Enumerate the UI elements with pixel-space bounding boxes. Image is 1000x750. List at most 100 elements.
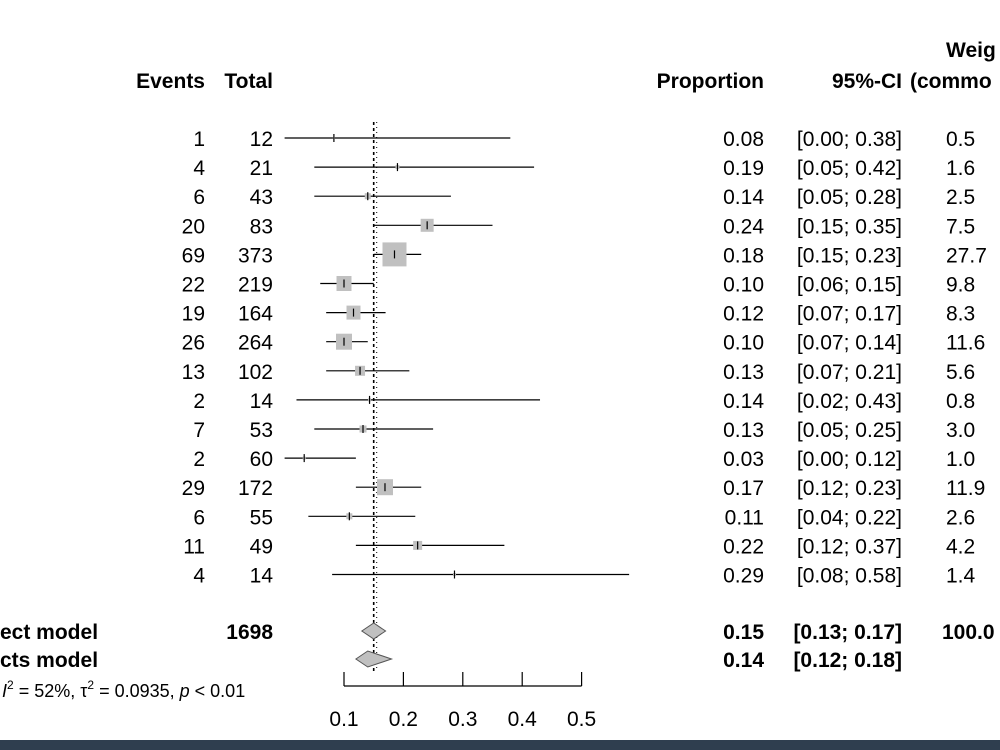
study-weight: 4.2 [946, 535, 975, 558]
study-total: 55 [250, 506, 273, 529]
study-row: 1 12 0.08 [0.00; 0.38] 0.5 [193, 128, 975, 151]
study-total: 14 [250, 565, 274, 588]
study-row: 69 373 0.18 [0.15; 0.23] 27.7 [182, 242, 987, 267]
study-total: 219 [238, 274, 273, 297]
study-events: 69 [182, 244, 205, 267]
study-ci: [0.12; 0.23] [797, 477, 902, 500]
study-total: 264 [238, 332, 273, 355]
x-tick-label: 0.3 [448, 708, 477, 731]
pooled-rows: ect model 1698 0.15 [0.13; 0.17] 100.0 cts mo… [0, 621, 995, 672]
pooled-diamond [354, 650, 394, 668]
study-proportion: 0.14 [723, 186, 764, 209]
study-ci: [0.12; 0.37] [797, 535, 902, 558]
study-events: 4 [193, 157, 205, 180]
study-total: 172 [238, 477, 273, 500]
column-headers: Weig Events Total Proportion 95%-CI (com… [136, 39, 996, 93]
study-events: 4 [193, 565, 205, 588]
study-weight: 7.5 [946, 215, 975, 238]
study-row: 6 43 0.14 [0.05; 0.28] 2.5 [193, 186, 975, 209]
study-proportion: 0.10 [723, 274, 764, 297]
study-ci: [0.00; 0.12] [797, 448, 902, 471]
pooled-total: 1698 [226, 621, 273, 644]
study-row: 20 83 0.24 [0.15; 0.35] 7.5 [182, 215, 976, 238]
study-total: 83 [250, 215, 273, 238]
study-proportion: 0.19 [723, 157, 764, 180]
study-ci: [0.07; 0.21] [797, 361, 902, 384]
study-weight: 1.6 [946, 157, 975, 180]
study-events: 11 [183, 535, 205, 558]
header-weight-line1: Weig [946, 39, 996, 62]
study-weight: 0.5 [946, 128, 975, 151]
study-proportion: 0.03 [723, 448, 764, 471]
plot-area [372, 122, 378, 672]
study-ci: [0.04; 0.22] [797, 506, 902, 529]
study-weight: 1.4 [946, 565, 976, 588]
study-row: 4 21 0.19 [0.05; 0.42] 1.6 [193, 157, 975, 180]
i2-value: = 52%, [14, 681, 81, 701]
study-row: 22 219 0.10 [0.06; 0.15] 9.8 [182, 274, 976, 297]
study-ci: [0.15; 0.23] [797, 244, 902, 267]
header-total: Total [224, 70, 273, 93]
study-total: 53 [250, 419, 273, 442]
study-events: 2 [193, 448, 205, 471]
pooled-label: cts model [0, 649, 98, 672]
study-rows: 1 12 0.08 [0.00; 0.38] 0.54 21 0.19 [0.05; 0.42… [182, 128, 987, 588]
header-events: Events [136, 70, 205, 93]
p-value: < 0.01 [190, 681, 246, 701]
p-symbol: p [179, 681, 190, 701]
study-events: 1 [193, 128, 205, 151]
pooled-ci: [0.13; 0.17] [793, 621, 902, 644]
study-row: 7 53 0.13 [0.05; 0.25] 3.0 [193, 419, 975, 442]
x-tick-label: 0.4 [508, 708, 538, 731]
study-weight: 2.6 [946, 506, 975, 529]
study-events: 6 [193, 186, 205, 209]
study-events: 6 [193, 506, 205, 529]
study-events: 7 [193, 419, 205, 442]
study-events: 29 [182, 477, 205, 500]
study-row: 2 14 0.14 [0.02; 0.43] 0.8 [193, 390, 975, 413]
study-proportion: 0.10 [723, 332, 764, 355]
study-proportion: 0.11 [725, 506, 764, 529]
pooled-label: ect model [0, 621, 98, 644]
study-proportion: 0.18 [723, 244, 764, 267]
study-events: 19 [182, 303, 205, 326]
study-row: 6 55 0.11 [0.04; 0.22] 2.6 [193, 506, 975, 529]
study-row: 19 164 0.12 [0.07; 0.17] 8.3 [182, 303, 976, 326]
study-weight: 2.5 [946, 186, 975, 209]
study-proportion: 0.13 [723, 419, 764, 442]
tau-sup: 2 [87, 678, 94, 692]
study-row: 26 264 0.10 [0.07; 0.14] 11.6 [182, 332, 986, 355]
pooled-diamond [360, 622, 387, 640]
study-ci: [0.15; 0.35] [797, 215, 902, 238]
pooled-weight: 100.0 [942, 621, 995, 644]
study-weight: 11.9 [946, 477, 985, 500]
study-events: 26 [182, 332, 205, 355]
study-proportion: 0.24 [723, 215, 764, 238]
study-events: 13 [182, 361, 205, 384]
x-tick-label: 0.1 [329, 708, 358, 731]
study-ci: [0.02; 0.43] [797, 390, 902, 413]
study-weight: 0.8 [946, 390, 975, 413]
study-proportion: 0.14 [723, 390, 764, 413]
study-proportion: 0.12 [723, 303, 764, 326]
study-total: 12 [250, 128, 273, 151]
study-row: 11 49 0.22 [0.12; 0.37] 4.2 [183, 535, 975, 558]
study-total: 102 [238, 361, 273, 384]
study-row: 2 60 0.03 [0.00; 0.12] 1.0 [193, 448, 975, 471]
study-row: 13 102 0.13 [0.07; 0.21] 5.6 [182, 361, 976, 384]
study-ci: [0.07; 0.14] [797, 332, 902, 355]
header-ci: 95%-CI [832, 70, 902, 93]
study-ci: [0.05; 0.25] [797, 419, 902, 442]
study-weight: 3.0 [946, 419, 975, 442]
pooled-ci: [0.12; 0.18] [793, 649, 902, 672]
study-total: 21 [250, 157, 273, 180]
study-total: 164 [238, 303, 273, 326]
window-bottom-bar [0, 740, 1000, 750]
study-total: 49 [250, 535, 273, 558]
study-events: 22 [182, 274, 205, 297]
tau-value: = 0.0935, [94, 681, 180, 701]
x-tick-label: 0.2 [389, 708, 418, 731]
x-tick-label: 0.5 [567, 708, 596, 731]
study-weight: 8.3 [946, 303, 975, 326]
